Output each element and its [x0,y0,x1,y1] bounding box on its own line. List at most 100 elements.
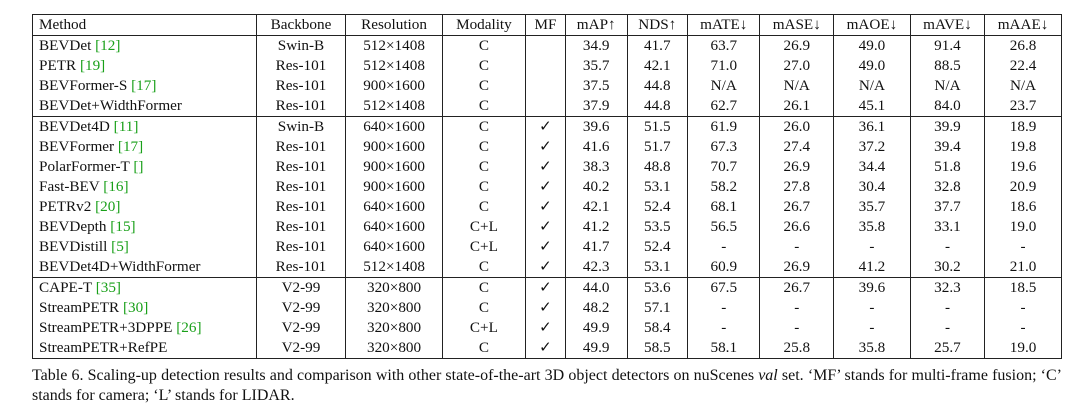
resolution-cell: 320×800 [345,318,443,338]
maae-cell: - [984,318,1062,338]
maoe-cell: 30.4 [833,177,911,197]
method-cell: StreamPETR [30] [32,298,257,318]
citation-link[interactable]: [12] [95,37,121,54]
maoe-cell: 41.2 [833,257,911,278]
citation-link[interactable]: [26] [176,319,202,336]
mase-cell: 26.9 [759,35,834,56]
table-group: CAPE-T [35] V2-99 320×800 C ✓ 44.0 53.6 67.5 26.… [32,277,1062,359]
mave-cell: N/A [909,76,985,96]
resolution-cell: 900×1600 [345,137,443,157]
mave-cell: 33.1 [909,217,985,237]
citation-link[interactable]: [16] [103,178,129,195]
maae-cell: 18.6 [984,197,1062,217]
map-cell: 41.6 [564,137,628,157]
maae-cell: 26.8 [984,35,1062,56]
mase-cell: 26.7 [759,277,834,298]
resolution-cell: 320×800 [345,338,443,359]
table-row: CAPE-T [35] V2-99 320×800 C ✓ 44.0 53.6 67.5 26.… [32,277,1062,298]
modality-cell: C [441,177,526,197]
maae-cell: 23.7 [984,96,1062,117]
mate-cell: 62.7 [687,96,760,117]
mf-cell: ✓ [525,217,566,237]
resolution-cell: 320×800 [345,277,443,298]
citation-link[interactable]: [17] [131,77,157,94]
mf-cell: ✓ [525,318,566,338]
table-row: StreamPETR+RefPE V2-99 320×800 C ✓ 49.9 58.5 58… [32,338,1062,359]
modality-cell: C+L [441,217,526,237]
backbone-cell: Res-101 [255,217,346,237]
table-caption: Table 6. Scaling-up detection results an… [32,366,1062,406]
maoe-cell: 37.2 [833,137,911,157]
maoe-cell: - [833,318,911,338]
resolution-cell: 640×1600 [345,197,443,217]
table-row: StreamPETR [30] V2-99 320×800 C ✓ 48.2 57.1- - -… [32,298,1062,318]
backbone-cell: Swin-B [255,116,346,137]
nds-cell: 53.6 [626,277,688,298]
resolution-cell: 512×1408 [345,35,443,56]
method-name: BEVDet4D+WidthFormer [39,258,201,275]
method-name: BEVDet4D [39,118,110,135]
maae-cell: 20.9 [984,177,1062,197]
citation-link[interactable]: [35] [95,279,121,296]
mase-cell: 27.4 [759,137,834,157]
citation-link[interactable]: [] [133,158,144,175]
column-header: mAOE↓ [833,14,911,36]
mf-cell: ✓ [525,116,566,137]
header-row: Method Backbone Resolution Modality MF mAP↑ ND… [32,14,1062,36]
maoe-cell: 45.1 [833,96,911,117]
mave-cell: - [909,318,985,338]
backbone-cell: Res-101 [255,257,346,278]
method-cell: BEVFormer-S [17] [32,76,257,96]
column-header: mATE↓ [687,14,760,36]
citation-link[interactable]: [19] [79,57,106,74]
backbone-cell: Res-101 [255,76,346,96]
map-cell: 40.2 [564,177,628,197]
citation-link[interactable]: [11] [113,118,139,135]
mate-cell: 60.9 [687,257,760,278]
maae-cell: 19.0 [984,338,1062,359]
citation-link[interactable]: [30] [122,299,149,316]
maoe-cell: N/A [833,76,911,96]
mf-cell: ✓ [525,137,566,157]
table-row: PolarFormer-T [] Res-101 900×1600 C ✓ 38.3 48.… [32,157,1062,177]
mave-cell: 32.8 [909,177,985,197]
maae-cell: 19.0 [984,217,1062,237]
method-cell: CAPE-T [35] [32,277,257,298]
mate-cell: 71.0 [687,56,760,76]
citation-link[interactable]: [17] [117,138,144,155]
mase-cell: 26.1 [759,96,834,117]
nds-cell: 48.8 [626,157,688,177]
map-cell: 44.0 [564,277,628,298]
table-row: BEVDet4D [11] Swin-B 640×1600 C ✓ 39.6 51.5 61.… [32,116,1062,137]
method-cell: PETR [19] [32,56,257,76]
column-header: NDS↑ [626,14,688,36]
method-name: BEVDepth [39,218,107,235]
map-cell: 42.3 [564,257,628,278]
backbone-cell: Res-101 [255,237,346,257]
backbone-cell: V2-99 [255,277,346,298]
column-header: MF [525,14,566,36]
citation-link[interactable]: [15] [110,218,136,235]
method-name: BEVFormer [39,138,115,155]
table-row: BEVDet+WidthFormer Res-101 512×1408 C 37.9 44… [32,96,1062,117]
method-cell: StreamPETR+3DPPE [26] [32,318,257,338]
modality-cell: C [441,298,526,318]
map-cell: 42.1 [564,197,628,217]
method-cell: PETRv2 [20] [32,197,257,217]
column-header: mAP↑ [564,14,628,36]
column-header: mASE↓ [759,14,834,36]
maoe-cell: 49.0 [833,35,911,56]
method-cell: Fast-BEV [16] [32,177,257,197]
resolution-cell: 640×1600 [345,116,443,137]
mave-cell: 30.2 [909,257,985,278]
mf-cell: ✓ [525,177,566,197]
modality-cell: C+L [441,237,526,257]
resolution-cell: 900×1600 [345,76,443,96]
citation-link[interactable]: [20] [95,198,121,215]
modality-cell: C [441,257,526,278]
citation-link[interactable]: [5] [111,238,129,255]
mase-cell: 26.7 [759,197,834,217]
map-cell: 37.5 [564,76,628,96]
backbone-cell: Res-101 [255,177,346,197]
method-cell: StreamPETR+RefPE [32,338,257,359]
